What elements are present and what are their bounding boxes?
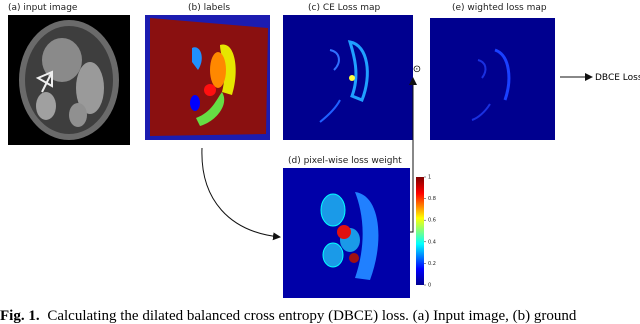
caption: Fig. 1. Calculating the dilated balanced… <box>0 308 577 324</box>
colorbar-label: 1 <box>428 175 431 181</box>
colorbar <box>416 177 424 285</box>
arrow <box>201 147 281 241</box>
weight-map <box>283 168 410 298</box>
caption-text: Calculating the dilated balanced cross e… <box>47 308 577 324</box>
label-map <box>145 15 270 140</box>
caption-number: Fig. 1. <box>0 308 40 324</box>
colorbar-label: 0.6 <box>428 218 436 224</box>
panel-label: (c) CE Loss map <box>308 3 381 13</box>
operator: ⊙ <box>413 64 421 75</box>
panel-label: (a) input image <box>8 3 78 13</box>
colorbar-label: 0 <box>428 283 431 289</box>
ce-loss-map <box>283 15 413 140</box>
colorbar-label: 0.4 <box>428 239 436 245</box>
ct-image <box>8 15 130 145</box>
panel-label: (b) labels <box>188 3 230 13</box>
arrow <box>409 77 417 233</box>
colorbar-label: 0.8 <box>428 196 436 202</box>
output-label: DBCE Loss <box>595 73 640 83</box>
colorbar-label: 0.2 <box>428 261 436 267</box>
weighted-loss-map <box>430 18 555 140</box>
panel-label: (d) pixel-wise loss weight <box>288 156 402 166</box>
panel-label: (e) wighted loss map <box>452 3 547 13</box>
